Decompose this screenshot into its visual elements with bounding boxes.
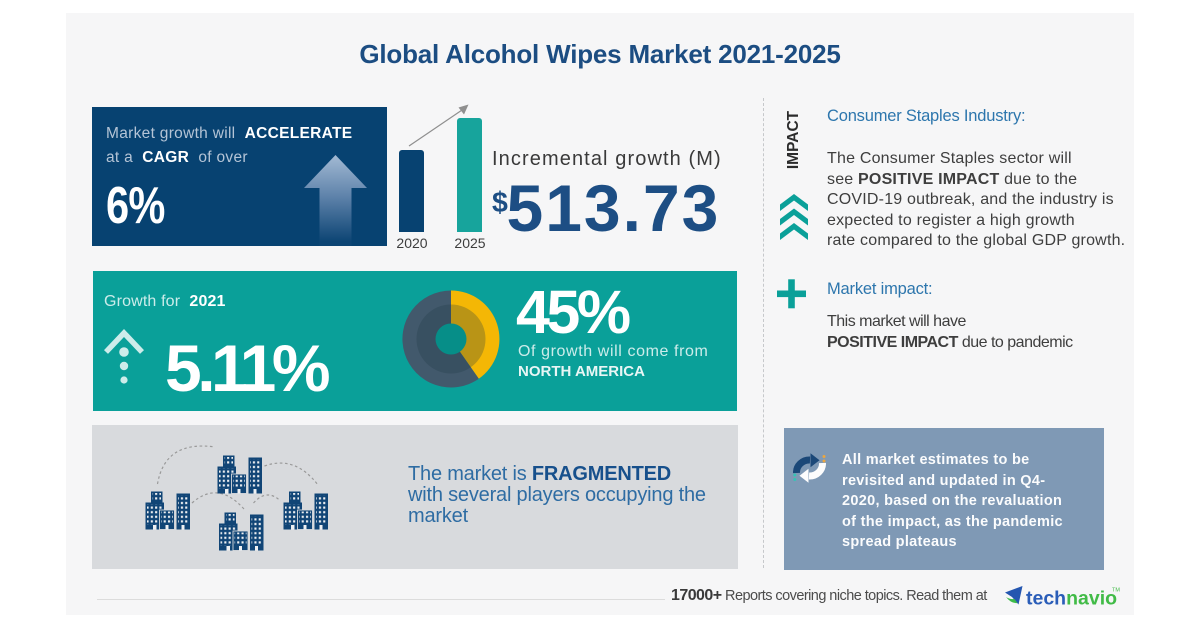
svg-text:TM: TM [1112,588,1120,594]
svg-text:technavio: technavio [1026,588,1117,610]
